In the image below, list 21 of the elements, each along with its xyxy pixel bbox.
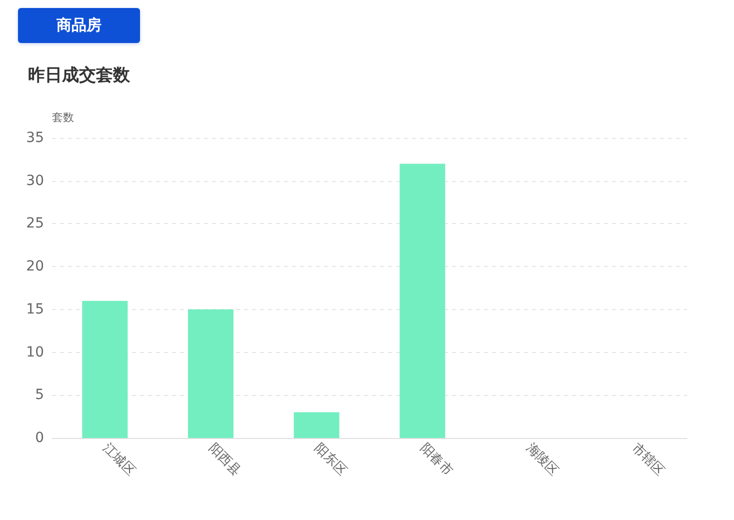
- bar: [188, 309, 234, 438]
- y-tick-label: 5: [35, 387, 44, 404]
- y-tick-label: 10: [26, 344, 44, 360]
- x-tick-label: 阳春市: [417, 440, 456, 479]
- y-tick-label: 20: [26, 258, 44, 275]
- x-tick-label: 市辖区: [628, 440, 667, 479]
- chart-title: 昨日成交套数: [28, 66, 131, 86]
- bar: [82, 300, 128, 438]
- y-tick-label: 35: [26, 130, 44, 146]
- x-tick-label: 阳东区: [311, 440, 350, 479]
- x-tick-label: 江城区: [100, 440, 138, 479]
- y-tick-label: 15: [26, 301, 44, 318]
- x-tick-label: 阳西县: [205, 440, 244, 479]
- bar: [400, 164, 446, 438]
- x-tick-label: 海陵区: [522, 440, 562, 479]
- y-axis-title: 套数: [52, 111, 74, 124]
- y-tick-label: 30: [26, 172, 44, 189]
- y-tick-label: 25: [26, 216, 44, 232]
- button: 商品房: [18, 8, 140, 43]
- bar: [294, 412, 340, 438]
- y-tick-label: 0: [35, 430, 44, 446]
